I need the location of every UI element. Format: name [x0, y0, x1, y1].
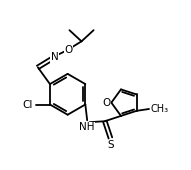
Text: O: O: [64, 45, 73, 55]
Text: S: S: [107, 140, 114, 150]
Text: NH: NH: [79, 122, 95, 132]
Text: N: N: [51, 52, 58, 62]
Text: CH₃: CH₃: [151, 104, 169, 114]
Text: Cl: Cl: [23, 99, 33, 109]
Text: O: O: [102, 98, 110, 108]
